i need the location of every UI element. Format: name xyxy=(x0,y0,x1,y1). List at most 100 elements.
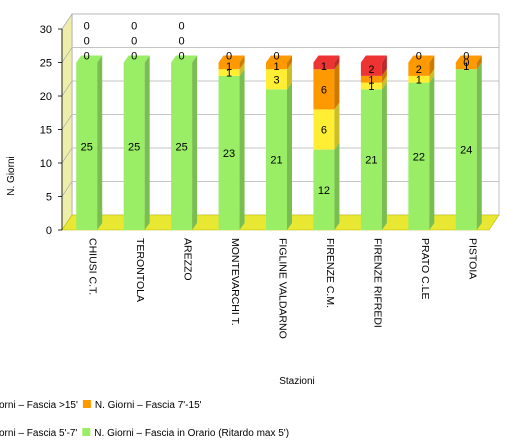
data-label: 2 xyxy=(416,64,422,76)
data-label: 1 xyxy=(273,61,279,73)
bar-segment-side xyxy=(144,55,150,230)
bar-segment-side xyxy=(429,55,435,76)
bar-stack-3 xyxy=(171,55,198,230)
category-label: MONTEVARCHI T. xyxy=(229,238,241,326)
bar-segment-side xyxy=(429,75,435,230)
data-label: 1 xyxy=(321,61,327,73)
bar-segment xyxy=(218,75,240,231)
bar-segment-side xyxy=(287,62,292,90)
data-label: 0 xyxy=(131,51,137,63)
data-label: 0 xyxy=(463,51,469,63)
data-label: 6 xyxy=(321,125,327,137)
chart-data-labels: 2500025000250002311021310126612111222120… xyxy=(81,21,473,197)
data-label: 1 xyxy=(368,74,374,86)
legend-label: orni – Fascia 5'-7' xyxy=(0,428,77,439)
gridline xyxy=(61,80,499,97)
data-label: 23 xyxy=(223,148,235,160)
bar-segment-side xyxy=(239,55,245,70)
bar-stack-5 xyxy=(266,55,292,230)
y-tick-label: 0 xyxy=(46,225,52,237)
data-label: 0 xyxy=(131,21,137,33)
bar-segment xyxy=(360,89,382,230)
bar-stack-4 xyxy=(218,55,245,231)
gridline xyxy=(61,147,499,164)
bar-segment xyxy=(76,62,98,230)
gridline xyxy=(61,181,499,197)
bar-stack-1 xyxy=(76,55,103,230)
data-label: 25 xyxy=(81,141,93,153)
legend-swatch xyxy=(82,428,91,436)
bar-segment-side xyxy=(334,142,340,230)
chart-legend: orni – Fascia >15' N. Giorni – Fascia 7'-… xyxy=(0,400,289,439)
bar-segment xyxy=(408,82,430,230)
bar-stack-7 xyxy=(360,55,387,230)
bar-top xyxy=(76,55,103,63)
data-label: 25 xyxy=(175,141,187,153)
bar-segment-side xyxy=(381,55,387,76)
chart-bars xyxy=(76,55,482,231)
gridline xyxy=(61,47,499,63)
bar-segment xyxy=(266,89,287,230)
bar-top xyxy=(455,55,482,63)
bar-segment xyxy=(313,149,335,230)
gridline xyxy=(61,114,499,130)
bar-top xyxy=(171,55,198,63)
data-label: 22 xyxy=(413,151,425,163)
legend-label: N. Giorni – Fascia in Orario (Ritardo ma… xyxy=(94,428,289,439)
bar-segment xyxy=(360,62,382,76)
y-tick-label: 30 xyxy=(40,24,52,36)
category-label: PRATO C.LE xyxy=(419,238,431,299)
data-label: 0 xyxy=(179,51,185,63)
bar-segment-side xyxy=(287,82,292,230)
bar-segment xyxy=(408,75,430,83)
data-label: 0 xyxy=(463,57,469,69)
y-axis-title: N. Giorni xyxy=(6,156,17,195)
data-label: 1 xyxy=(226,68,232,80)
bar-segment-side xyxy=(381,82,387,230)
data-label: 1 xyxy=(463,61,469,73)
bar-segment-side xyxy=(334,62,340,110)
bar-segment xyxy=(266,69,287,90)
bar-segment xyxy=(313,62,335,70)
bar-segment-side xyxy=(334,55,340,70)
data-label: 21 xyxy=(365,155,377,167)
bar-segment-side xyxy=(476,55,482,70)
data-label: 24 xyxy=(460,145,472,157)
bar-segment xyxy=(408,62,430,76)
bar-segment xyxy=(455,69,477,230)
data-label: 1 xyxy=(226,61,232,73)
category-label: PISTOIA xyxy=(466,238,478,279)
data-label: 0 xyxy=(131,36,137,48)
bar-segment-side xyxy=(239,62,245,76)
category-label: FIRENZE RIFREDI xyxy=(371,238,383,328)
gridline xyxy=(61,13,499,30)
bar-stack-9 xyxy=(455,55,482,231)
legend-label: orni – Fascia >15' xyxy=(0,400,78,411)
bar-segment-side xyxy=(429,68,435,83)
bar-segment xyxy=(266,62,287,70)
data-label: 0 xyxy=(84,51,90,63)
data-label: 21 xyxy=(270,155,282,167)
bar-top xyxy=(408,55,435,63)
bar-top xyxy=(313,55,340,63)
category-label: FIRENZE C.M. xyxy=(324,238,336,308)
bar-segment-side xyxy=(381,68,387,83)
bar-segment-side xyxy=(287,55,292,70)
bar-segment xyxy=(123,62,145,230)
bar-segment-side xyxy=(97,55,103,230)
bar-segment-side xyxy=(192,55,198,230)
bar-top xyxy=(266,55,292,63)
legend-swatch xyxy=(82,400,91,408)
data-label: 6 xyxy=(321,84,327,96)
data-label: 0 xyxy=(179,21,185,33)
data-label: 2 xyxy=(368,64,374,76)
bar-segment-side xyxy=(334,102,340,150)
data-label: 1 xyxy=(368,81,374,93)
bar-top xyxy=(123,55,150,63)
data-label: 0 xyxy=(226,51,232,63)
bar-top xyxy=(218,55,245,63)
category-label: FIGLINE VALDARNO xyxy=(277,238,289,339)
bar-segment-side xyxy=(239,68,245,231)
category-label: CHIUSI C.T. xyxy=(87,238,99,295)
